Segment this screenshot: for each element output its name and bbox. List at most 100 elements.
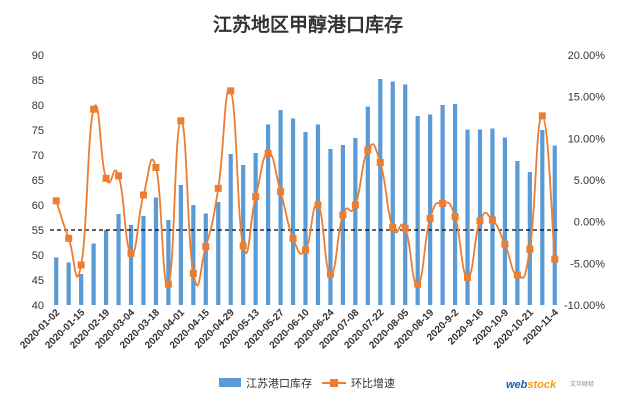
line-marker [488,216,496,224]
line-marker [214,184,222,192]
bar [540,130,545,305]
bar [228,154,233,305]
left-tick-label: 65 [32,175,44,187]
bar-series [54,79,557,305]
line-marker [115,172,123,180]
line-marker [451,213,459,221]
left-tick-label: 90 [32,50,44,62]
bar [403,84,408,305]
bar [128,225,134,305]
bar [191,205,196,305]
line-marker [401,224,409,232]
bar [527,172,532,305]
left-tick-label: 50 [32,250,44,262]
line-marker [289,234,297,242]
line-marker [239,242,247,250]
bar [253,153,258,305]
right-tick-label: 5.00% [574,175,605,187]
bar [116,214,121,305]
line-marker [227,87,235,95]
right-tick-label: -5.00% [570,258,605,270]
legend-item-inventory: 江苏港口库存 [246,376,312,390]
line-marker [513,271,521,279]
right-tick-label: -10.00% [564,300,605,312]
line-marker [526,245,534,253]
bar [141,216,146,305]
bar [178,185,183,305]
line-marker [164,280,172,288]
line-marker [65,234,73,242]
bar [290,118,296,305]
bar [390,81,395,305]
bar [515,161,520,305]
line-marker [202,243,210,251]
bar [428,114,433,305]
line-marker [376,159,384,166]
legend-line-marker [330,379,338,387]
line-marker [102,174,110,182]
bar [79,274,84,305]
line-series [52,87,559,288]
bar [452,104,458,305]
line-marker [476,217,484,225]
line-marker [90,105,98,113]
bar [241,165,246,305]
line-marker [139,191,147,199]
right-axis: -10.00% -5.00% 0.00% 5.00% 10.00% 15.00% 20.00… [564,50,605,312]
x-axis: 2020-01-022020-01-152020-02-192020-03-04… [18,307,561,351]
watermark-logo: webstock 文华财经 [506,379,594,391]
bar [266,124,271,305]
line-marker [326,270,334,278]
bar [465,129,470,305]
line-marker [389,224,397,231]
bar [378,79,383,305]
chart-title: 江苏地区甲醇港口库存 [213,13,403,36]
line-marker [414,280,422,288]
right-tick-label: 10.00% [568,133,606,145]
line-marker [551,255,559,263]
left-tick-label: 55 [32,225,44,237]
left-tick-label: 85 [32,75,44,87]
bar [216,202,221,305]
line-marker [351,201,359,209]
line-marker [439,199,447,207]
left-axis: 40 45 50 55 60 65 70 75 80 85 90 [32,50,44,312]
line-marker [501,240,509,248]
bar [303,132,308,305]
bar [203,213,208,305]
left-tick-label: 75 [32,125,44,137]
bar [502,137,508,305]
bar [153,197,159,305]
line-marker [364,146,372,154]
left-tick-label: 60 [32,200,44,212]
bar [278,110,283,305]
bar [340,145,345,305]
bar [328,149,333,305]
watermark-brand: webstock [506,379,557,391]
bar [315,124,321,305]
bar [91,243,96,305]
line-marker [77,261,85,269]
line-marker [177,117,185,125]
line-marker [538,112,546,120]
line-marker [314,201,322,209]
line-marker [302,246,309,254]
left-tick-label: 80 [32,100,44,112]
left-tick-label: 40 [32,300,44,312]
line-marker [189,269,197,277]
growth-line [55,88,556,287]
right-tick-label: 20.00% [568,50,606,62]
left-tick-label: 70 [32,150,44,162]
line-marker [277,188,285,196]
right-tick-label: 15.00% [568,92,606,104]
line-marker [127,249,135,257]
bar [365,106,370,305]
bar [166,220,171,305]
bar [54,257,59,305]
bar [353,138,358,305]
bar [103,230,109,305]
line-marker [152,164,160,171]
left-tick-label: 45 [32,275,44,287]
